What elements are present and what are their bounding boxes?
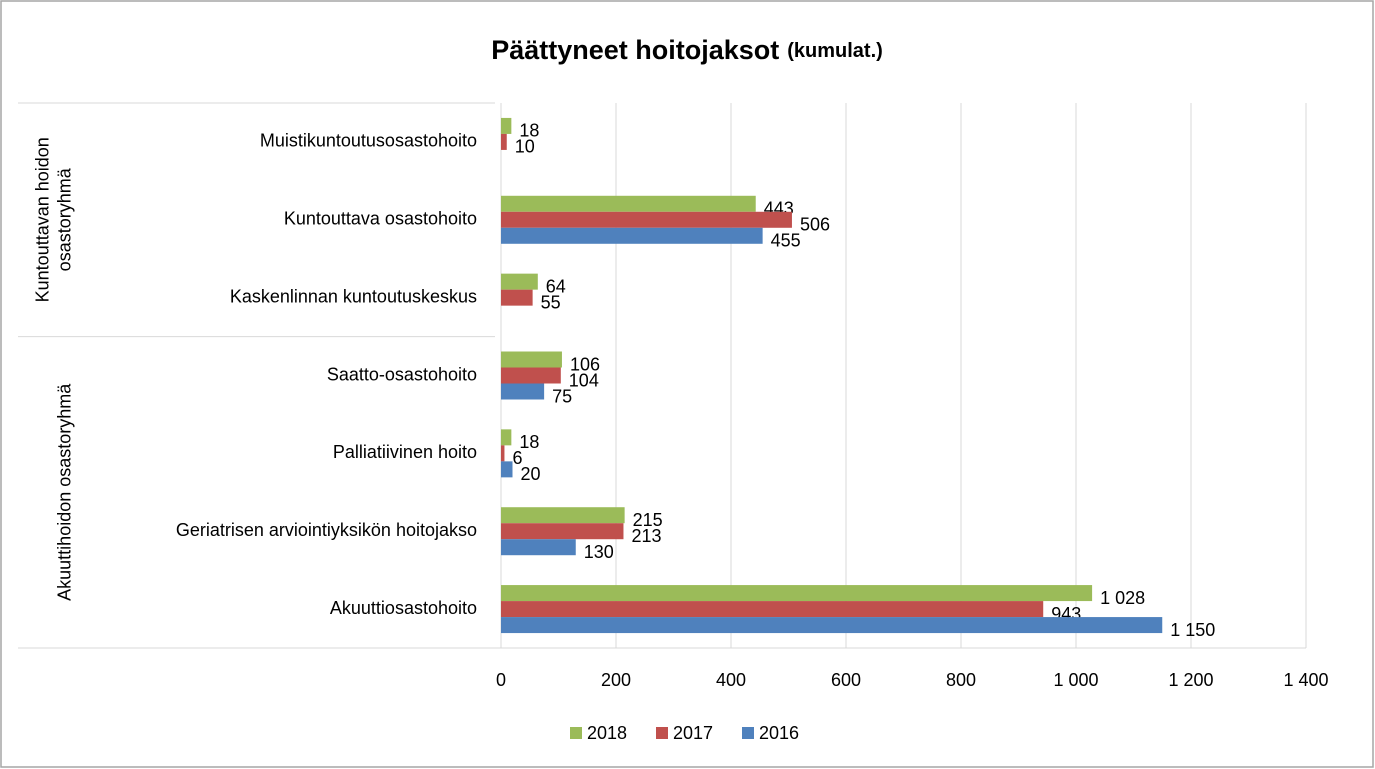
y-tick-label: Kuntouttava osastohoito	[284, 209, 477, 229]
value-label: 130	[584, 542, 614, 562]
group-label: Akuuttihoidon osastoryhmä	[55, 383, 75, 601]
bar	[501, 195, 756, 212]
y-tick-label: Akuuttiosastohoito	[330, 598, 477, 618]
value-label: 455	[771, 231, 801, 251]
bar	[501, 617, 1163, 634]
bar	[501, 429, 512, 446]
legend-swatch	[570, 727, 582, 739]
x-tick-label: 1 200	[1168, 670, 1213, 690]
value-label: 18	[519, 432, 539, 452]
value-label: 6	[512, 448, 522, 468]
x-tick-label: 600	[831, 670, 861, 690]
group-label: osastoryhmä	[55, 167, 75, 271]
value-label: 213	[631, 526, 661, 546]
bar	[501, 383, 545, 400]
bar	[501, 539, 576, 556]
value-label: 75	[552, 386, 572, 406]
x-tick-label: 800	[946, 670, 976, 690]
chart-title-group: Päättyneet hoitojaksot (kumulat.)	[491, 35, 883, 65]
bar	[501, 523, 624, 540]
bar	[501, 227, 763, 244]
y-tick-label: Saatto-osastohoito	[327, 364, 477, 384]
y-tick-label: Palliatiivinen hoito	[333, 442, 477, 462]
bar	[501, 367, 561, 384]
value-label: 104	[569, 370, 599, 390]
chart-title-note: (kumulat.)	[787, 40, 883, 62]
bar	[501, 289, 533, 306]
bar	[501, 351, 562, 368]
value-label: 18	[519, 121, 539, 141]
chart-title: Päättyneet hoitojaksot	[491, 35, 779, 65]
value-label: 1 150	[1170, 620, 1215, 640]
bar	[501, 445, 505, 462]
legend-label: 2016	[759, 723, 799, 743]
value-label: 106	[570, 354, 600, 374]
bar	[501, 273, 538, 290]
x-tick-label: 1 400	[1283, 670, 1328, 690]
legend-swatch	[656, 727, 668, 739]
value-label: 64	[546, 276, 566, 296]
bar	[501, 211, 792, 228]
value-label: 55	[541, 292, 561, 312]
y-tick-label: Muistikuntoutusosastohoito	[260, 131, 477, 151]
y-tick-label: Geriatrisen arviointiyksikön hoitojakso	[176, 520, 477, 540]
value-label: 10	[515, 137, 535, 157]
x-tick-label: 1 000	[1053, 670, 1098, 690]
value-label: 20	[521, 464, 541, 484]
y-tick-label: Kaskenlinnan kuntoutuskeskus	[230, 286, 477, 306]
bar	[501, 461, 513, 478]
bar	[501, 601, 1044, 618]
value-label: 215	[633, 510, 663, 530]
legend-label: 2017	[673, 723, 713, 743]
bar	[501, 507, 625, 524]
group-label: Kuntouttavan hoidon	[33, 137, 53, 302]
value-label: 1 028	[1100, 588, 1145, 608]
x-tick-label: 200	[601, 670, 631, 690]
bar	[501, 585, 1093, 602]
x-tick-label: 0	[496, 670, 506, 690]
x-tick-label: 400	[716, 670, 746, 690]
legend-swatch	[742, 727, 754, 739]
value-label: 506	[800, 215, 830, 235]
legend-label: 2018	[587, 723, 627, 743]
bar	[501, 117, 512, 134]
bar	[501, 133, 507, 150]
